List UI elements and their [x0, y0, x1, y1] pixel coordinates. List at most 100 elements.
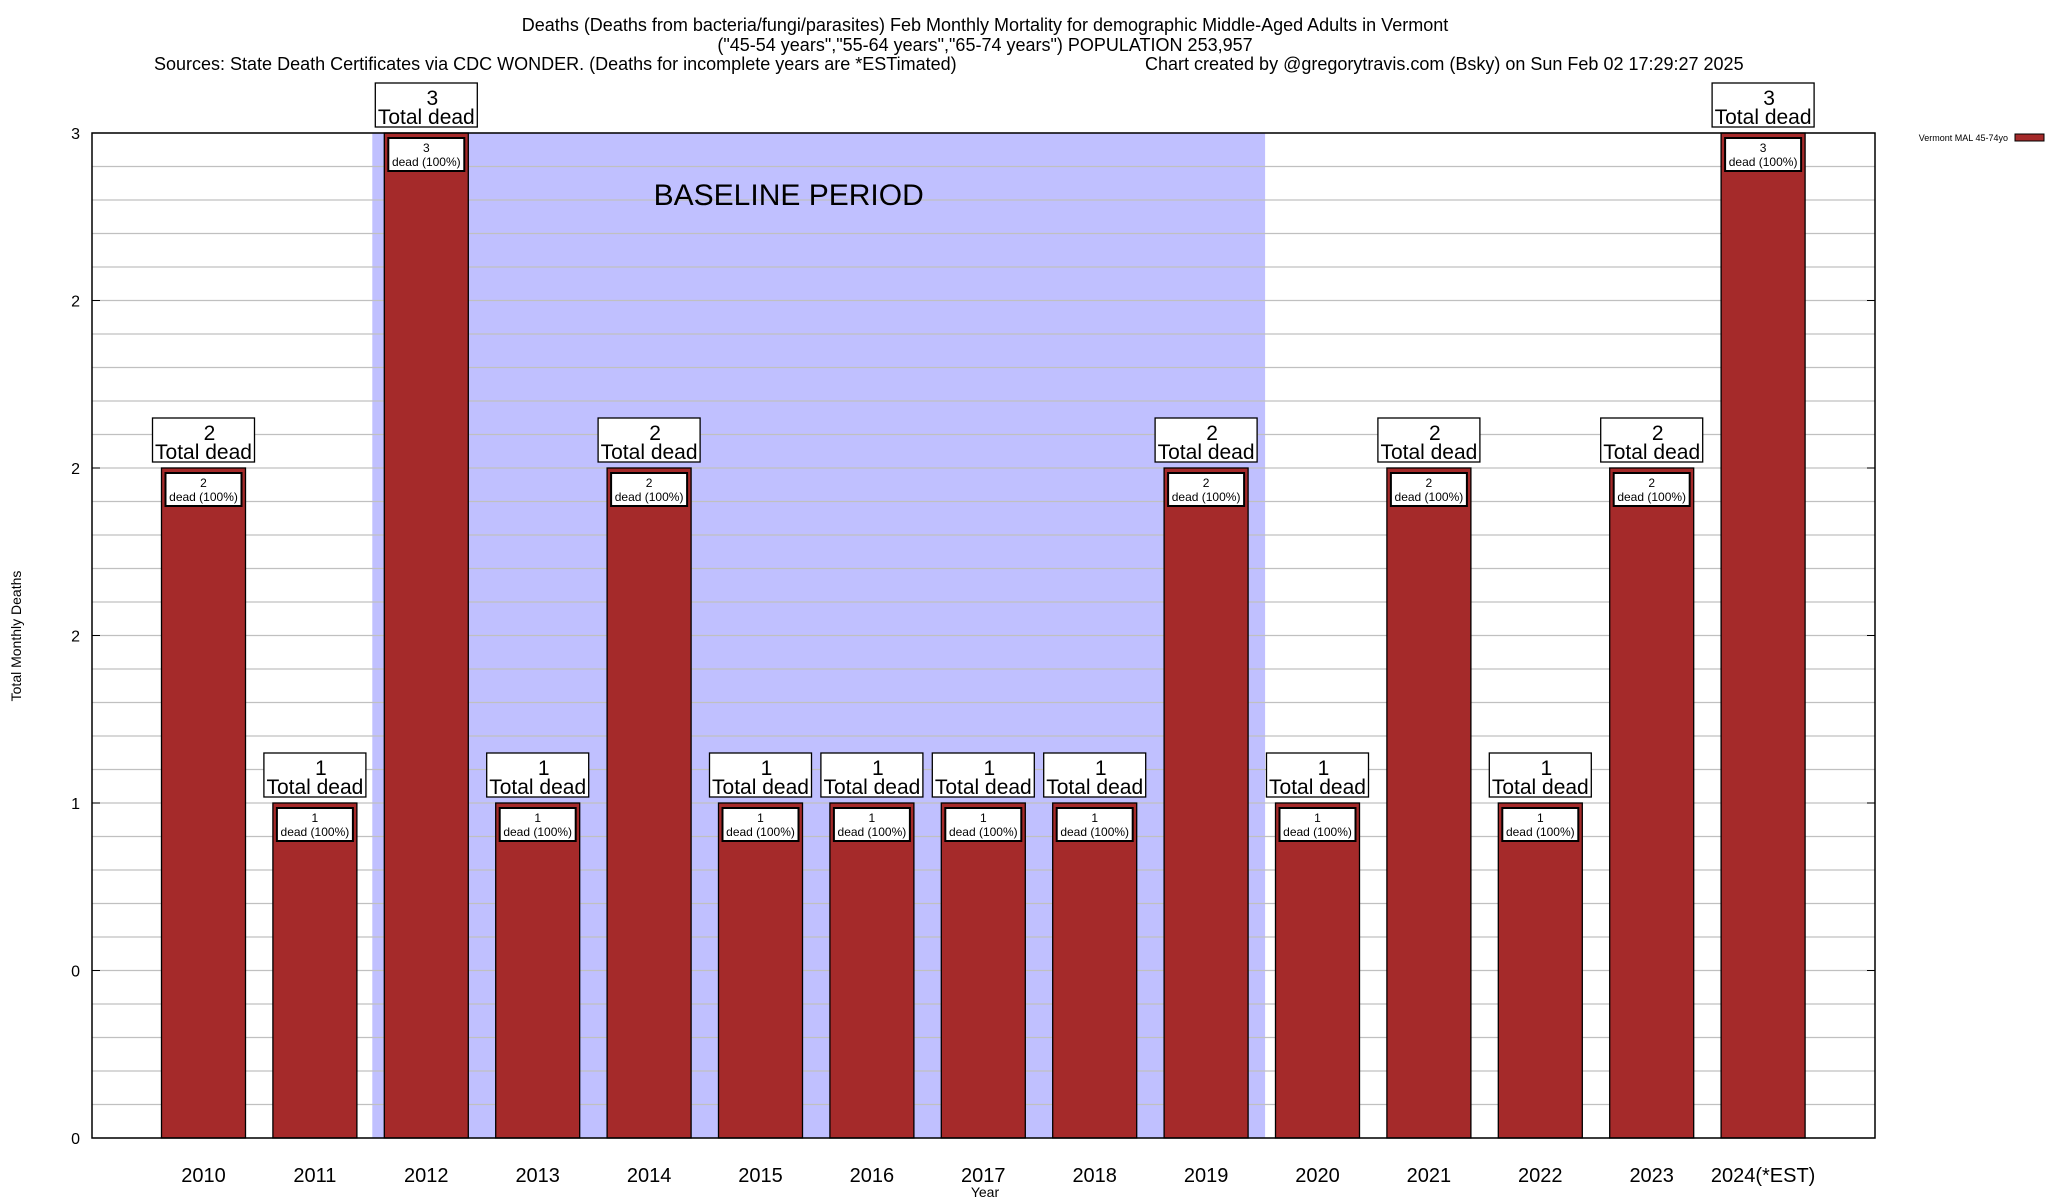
bar-value-label: 1: [980, 811, 987, 825]
total-dead-label: Total dead: [601, 441, 698, 464]
bar-value-box: [610, 472, 689, 507]
total-value-label: 2: [1429, 422, 1441, 445]
bar-value-box: [164, 472, 243, 507]
bar-2011: [272, 802, 358, 1139]
total-value-label: 1: [1095, 757, 1107, 780]
x-tick-label: 2021: [1407, 1165, 1452, 1187]
total-label-box: [151, 417, 256, 463]
total-label-box: [374, 82, 478, 128]
total-dead-label: Total dead: [1492, 776, 1589, 799]
y-tick-label: 2: [71, 294, 80, 311]
bar-value-box: [1278, 807, 1357, 842]
total-value-label: 1: [983, 757, 995, 780]
bar-2019: [1163, 467, 1249, 1139]
bar-2015: [717, 802, 804, 1139]
total-dead-label: Total dead: [935, 776, 1032, 799]
total-value-label: 3: [1763, 87, 1775, 110]
chart-title-line-1: Deaths (Deaths from bacteria/fungi/paras…: [522, 15, 1448, 35]
bar-2012: [383, 132, 469, 1139]
bar-value-box: [275, 807, 354, 842]
x-tick-label: 2013: [515, 1165, 560, 1187]
x-tick-label: 2011: [293, 1165, 336, 1187]
total-label-box: [1600, 417, 1704, 463]
total-value-label: 2: [204, 422, 216, 445]
x-tick-label: 2020: [1295, 1165, 1340, 1187]
bar-value-label: 1: [1091, 811, 1098, 825]
x-tick-label: 2014: [627, 1165, 672, 1187]
total-label-box: [708, 752, 813, 798]
bar-value-label: 1: [312, 811, 319, 825]
total-dead-label: Total dead: [155, 441, 252, 464]
total-value-label: 2: [1206, 422, 1218, 445]
x-tick-label: 2017: [961, 1165, 1006, 1187]
legend-swatch: [2014, 133, 2045, 142]
bar-percent-label: dead (100%): [1729, 155, 1798, 169]
total-label-box: [820, 752, 924, 798]
bar-value-box: [387, 137, 466, 172]
bar-value-box: [498, 807, 577, 842]
bar-2013: [495, 802, 581, 1139]
bar-2018: [1052, 802, 1138, 1139]
chart-credit: Chart created by @gregorytravis.com (Bsk…: [1145, 54, 1744, 74]
bar-value-box: [1167, 472, 1246, 507]
total-dead-label: Total dead: [266, 776, 363, 799]
total-label-box: [1711, 82, 1815, 128]
total-value-label: 1: [315, 757, 327, 780]
bar-2017: [940, 802, 1026, 1139]
x-tick-label: 2024(*EST): [1711, 1165, 1816, 1187]
bar-percent-label: dead (100%): [726, 825, 795, 839]
total-label-box: [931, 752, 1035, 798]
total-dead-label: Total dead: [1046, 776, 1143, 799]
bar-percent-label: dead (100%): [1060, 825, 1129, 839]
x-tick-label: 2022: [1518, 1165, 1563, 1187]
total-dead-label: Total dead: [712, 776, 809, 799]
bar-value-label: 1: [534, 811, 541, 825]
bar-percent-label: dead (100%): [1283, 825, 1352, 839]
bar-2020: [1274, 802, 1361, 1139]
chart-title-line-2: ("45-54 years","55-64 years","65-74 year…: [717, 35, 1252, 55]
bar-percent-label: dead (100%): [1395, 490, 1464, 504]
bar-value-box: [1612, 472, 1691, 507]
bar-percent-label: dead (100%): [503, 825, 572, 839]
legend-label: Vermont MAL 45-74yo: [1919, 133, 2008, 143]
total-label-box: [597, 417, 701, 463]
bar-percent-label: dead (100%): [838, 825, 907, 839]
bar-percent-label: dead (100%): [615, 490, 684, 504]
y-tick-label: 0: [71, 964, 80, 981]
bar-value-label: 2: [1648, 476, 1655, 490]
bar-value-label: 2: [200, 476, 207, 490]
chart-sources: Sources: State Death Certificates via CD…: [154, 54, 957, 74]
total-dead-label: Total dead: [823, 776, 920, 799]
bar-value-label: 3: [423, 141, 430, 155]
x-tick-label: 2016: [850, 1165, 895, 1187]
total-value-label: 1: [1318, 757, 1330, 780]
bar-percent-label: dead (100%): [1617, 490, 1686, 504]
x-tick-label: 2018: [1072, 1165, 1117, 1187]
bar-value-label: 1: [869, 811, 876, 825]
total-value-label: 1: [1540, 757, 1552, 780]
bar-value-box: [1055, 807, 1134, 842]
total-dead-label: Total dead: [489, 776, 586, 799]
total-label-box: [1488, 752, 1592, 798]
total-label-box: [486, 752, 590, 798]
total-value-label: 2: [1652, 422, 1664, 445]
bar-percent-label: dead (100%): [1506, 825, 1575, 839]
y-tick-label: 2: [71, 461, 80, 478]
bar-2010: [160, 467, 247, 1139]
bar-value-box: [1389, 472, 1468, 507]
x-tick-label: 2023: [1629, 1165, 1674, 1187]
y-tick-label: 3: [71, 126, 80, 143]
x-tick-label: 2019: [1184, 1165, 1229, 1187]
bar-value-label: 2: [1203, 476, 1210, 490]
bar-value-box: [944, 807, 1023, 842]
x-tick-label: 2012: [404, 1165, 449, 1187]
bar-value-label: 3: [1760, 141, 1767, 155]
total-dead-label: Total dead: [378, 106, 475, 129]
total-label-box: [1154, 417, 1258, 463]
bar-value-box: [1724, 137, 1803, 172]
total-label-box: [1377, 417, 1481, 463]
bar-2021: [1386, 467, 1472, 1139]
x-tick-label: 2010: [181, 1165, 226, 1187]
